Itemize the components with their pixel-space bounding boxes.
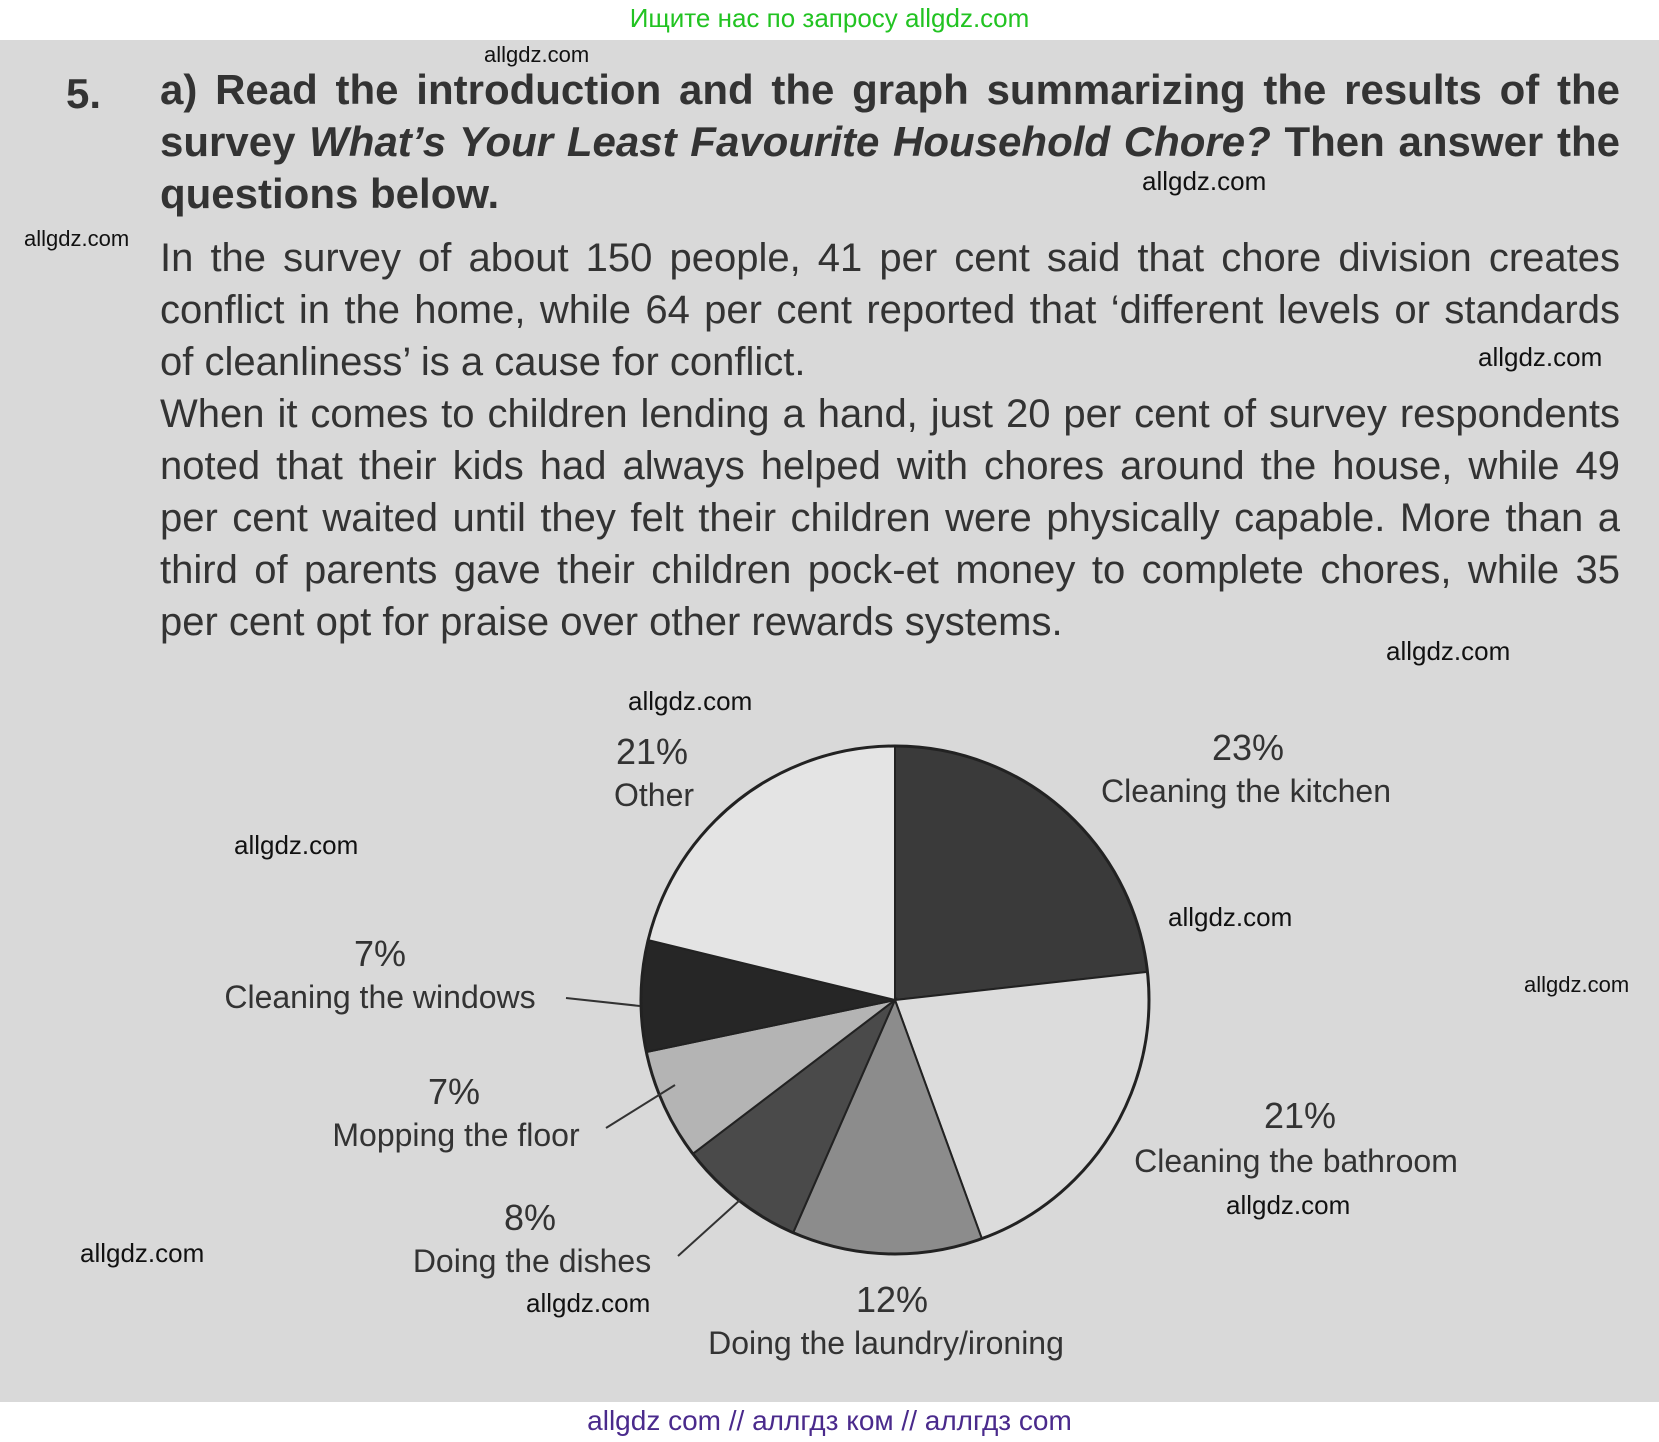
heading-post: Then answer the questions below. bbox=[160, 118, 1620, 217]
slice-label-value: 21% bbox=[616, 731, 688, 772]
leader-line-windows bbox=[565, 997, 641, 1007]
exercise-number: 5. bbox=[66, 70, 102, 117]
slice-label-name: Cleaning the bathroom bbox=[1134, 1143, 1458, 1179]
pie-outline bbox=[639, 744, 1151, 1256]
pie-slices bbox=[639, 744, 1151, 1256]
watermark: allgdz.com bbox=[1142, 166, 1267, 196]
bottom-banner[interactable]: allgdz com // аллгдз ком // аллгдз com bbox=[587, 1405, 1072, 1436]
slice-label-value: 21% bbox=[1264, 1095, 1336, 1136]
watermark: allgdz.com bbox=[1168, 902, 1293, 932]
slice-label-value: 8% bbox=[504, 1197, 556, 1238]
slice-label-value: 23% bbox=[1212, 727, 1284, 768]
introduction-text: In the survey of about 150 people, 41 pe… bbox=[160, 232, 1620, 648]
slice-label-name: Cleaning the kitchen bbox=[1101, 773, 1391, 809]
watermark: allgdz.com bbox=[1478, 342, 1603, 372]
watermark: allgdz.com bbox=[484, 42, 590, 67]
slice-label-name: Cleaning the windows bbox=[224, 979, 535, 1015]
top-banner[interactable]: Ищите нас по запросу allgdz.com bbox=[629, 3, 1030, 33]
watermark: allgdz.com bbox=[526, 1288, 651, 1318]
leader-line-dishes bbox=[677, 1199, 741, 1257]
slice-label-name: Doing the dishes bbox=[413, 1243, 651, 1279]
exercise-heading: a) Read the introduction and the graph s… bbox=[160, 64, 1620, 220]
leader-line-mopping bbox=[605, 1084, 676, 1129]
slice-label-name: Mopping the floor bbox=[332, 1117, 580, 1153]
watermark: allgdz.com bbox=[1386, 636, 1511, 666]
watermark: allgdz.com bbox=[628, 686, 753, 716]
watermark: allgdz.com bbox=[24, 226, 130, 251]
watermark: allgdz.com bbox=[1226, 1190, 1351, 1220]
slice-label-name: Doing the laundry/ironing bbox=[708, 1325, 1064, 1361]
survey-title: What’s Your Least Favourite Household Ch… bbox=[309, 118, 1271, 165]
slice-label-value: 12% bbox=[856, 1279, 928, 1320]
intro-paragraph-2: When it comes to children lending a hand… bbox=[160, 392, 1620, 644]
watermark: allgdz.com bbox=[1524, 972, 1630, 997]
slice-label-value: 7% bbox=[428, 1071, 480, 1112]
intro-paragraph-1: In the survey of about 150 people, 41 pe… bbox=[160, 236, 1620, 384]
slice-label-name: Other bbox=[614, 777, 694, 813]
slice-label-value: 7% bbox=[354, 933, 406, 974]
watermark: allgdz.com bbox=[234, 830, 359, 860]
heading-pre: a) Read the introduction and the graph s… bbox=[160, 66, 1620, 165]
watermark: allgdz.com bbox=[80, 1238, 205, 1268]
